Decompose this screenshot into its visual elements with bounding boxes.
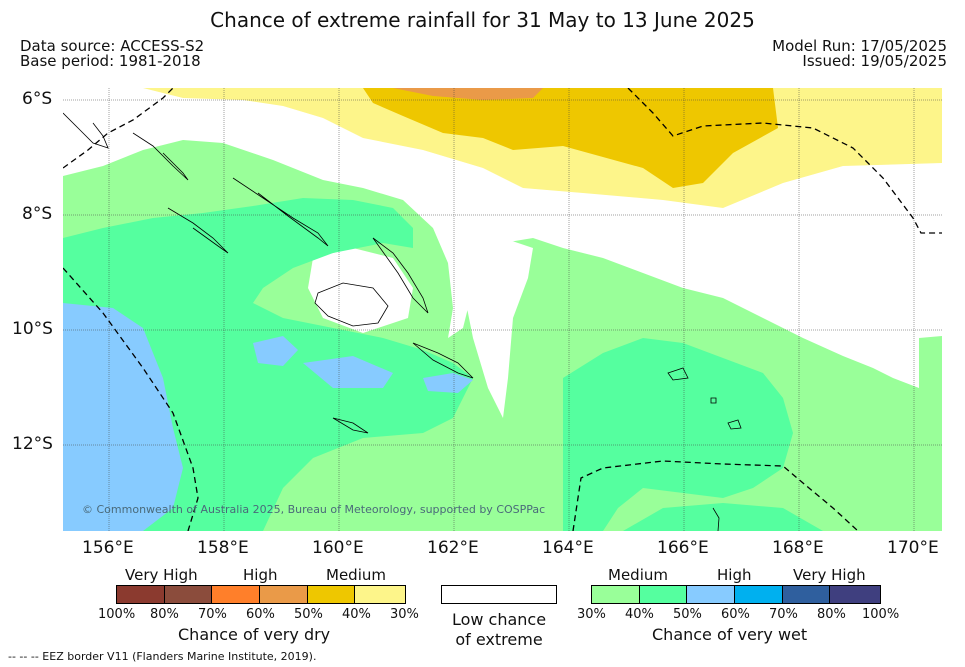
lat-label-10s: 10°S bbox=[12, 319, 53, 339]
issued-date: Issued: 19/05/2025 bbox=[802, 52, 947, 70]
lat-label-6s: 6°S bbox=[22, 89, 53, 109]
wet-tick-30: 30% bbox=[577, 607, 606, 622]
dry-tick-60: 60% bbox=[246, 607, 275, 622]
lon-label-156e: 156°E bbox=[82, 538, 134, 558]
wet-category-medium: Medium bbox=[608, 566, 668, 584]
lon-label-170e: 170°E bbox=[887, 538, 939, 558]
dry-tick-80: 80% bbox=[150, 607, 179, 622]
data-source: Data source: ACCESS-S2 bbox=[20, 37, 205, 55]
lon-label-158e: 158°E bbox=[197, 538, 249, 558]
wet-high-region-south bbox=[623, 503, 823, 531]
dry-category-medium: Medium bbox=[326, 566, 386, 584]
lon-label-166e: 166°E bbox=[657, 538, 709, 558]
lat-label-12s: 12°S bbox=[12, 434, 53, 454]
low-chance-line1: Low chance bbox=[451, 610, 547, 629]
dry-colorbar bbox=[116, 585, 406, 604]
dry-swatch-0 bbox=[117, 586, 165, 603]
lon-label-168e: 168°E bbox=[772, 538, 824, 558]
wet-tick-40: 40% bbox=[625, 607, 654, 622]
wet-legend-title: Chance of very wet bbox=[652, 625, 808, 644]
model-run-info: Model Run: 17/05/2025 Issued: 19/05/2025 bbox=[772, 39, 947, 69]
dry-medium-region bbox=[363, 88, 778, 188]
low-chance-notch-east bbox=[458, 238, 533, 418]
wet-category-very-high: Very High bbox=[793, 566, 866, 584]
wet-swatch-1 bbox=[639, 586, 688, 603]
wet-tick-60: 60% bbox=[721, 607, 750, 622]
copyright-notice: © Commonwealth of Australia 2025, Bureau… bbox=[82, 503, 546, 516]
low-chance-swatch bbox=[441, 585, 557, 604]
wet-tick-100: 100% bbox=[862, 607, 900, 622]
wet-tick-50: 50% bbox=[673, 607, 702, 622]
dry-swatch-3 bbox=[260, 586, 308, 603]
dry-swatch-2 bbox=[212, 586, 261, 603]
wet-swatch-4 bbox=[782, 586, 831, 603]
model-run: Model Run: 17/05/2025 bbox=[772, 37, 947, 55]
coastlines bbox=[63, 112, 742, 531]
lon-label-160e: 160°E bbox=[312, 538, 364, 558]
eez-borders bbox=[63, 88, 942, 531]
wet-tick-80: 80% bbox=[817, 607, 846, 622]
low-chance-line2: of extreme bbox=[455, 630, 543, 649]
lon-label-164e: 164°E bbox=[542, 538, 594, 558]
wet-swatch-5 bbox=[830, 586, 881, 603]
dry-high-region bbox=[393, 88, 543, 100]
dry-swatch-5 bbox=[355, 586, 406, 603]
lat-label-8s: 8°S bbox=[22, 204, 53, 224]
dry-category-very-high: Very High bbox=[125, 566, 198, 584]
lon-label-162e: 162°E bbox=[427, 538, 479, 558]
dry-swatch-1 bbox=[164, 586, 213, 603]
graticule bbox=[63, 88, 942, 531]
wet-swatch-3 bbox=[735, 586, 783, 603]
wet-colorbar bbox=[591, 585, 881, 604]
low-chance-notch bbox=[308, 248, 413, 333]
wet-high-region-east bbox=[563, 338, 793, 531]
rainfall-map bbox=[63, 88, 942, 531]
dry-tick-50: 50% bbox=[294, 607, 323, 622]
wet-blue-patch-3 bbox=[423, 373, 473, 393]
wet-tick-70: 70% bbox=[769, 607, 798, 622]
base-period: Base period: 1981-2018 bbox=[20, 52, 201, 70]
low-chance-label: Low chance of extreme bbox=[441, 610, 557, 650]
map-title: Chance of extreme rainfall for 31 May to… bbox=[210, 8, 755, 32]
dry-tick-100: 100% bbox=[98, 607, 136, 622]
data-source-info: Data source: ACCESS-S2 Base period: 1981… bbox=[20, 39, 204, 69]
wet-blue-patch-1 bbox=[253, 336, 298, 366]
dry-category-high: High bbox=[243, 566, 278, 584]
wet-blue-patch-2 bbox=[303, 356, 393, 388]
dry-tick-70: 70% bbox=[198, 607, 227, 622]
dry-swatch-4 bbox=[307, 586, 356, 603]
dry-tick-30: 30% bbox=[390, 607, 419, 622]
dry-legend-title: Chance of very dry bbox=[178, 625, 331, 644]
wet-swatch-2 bbox=[687, 586, 736, 603]
wet-very-high-region bbox=[63, 303, 183, 531]
dry-tick-40: 40% bbox=[342, 607, 371, 622]
wet-swatch-0 bbox=[592, 586, 640, 603]
wet-category-high: High bbox=[717, 566, 752, 584]
eez-footnote: -- -- -- EEZ border V11 (Flanders Marine… bbox=[8, 650, 317, 663]
